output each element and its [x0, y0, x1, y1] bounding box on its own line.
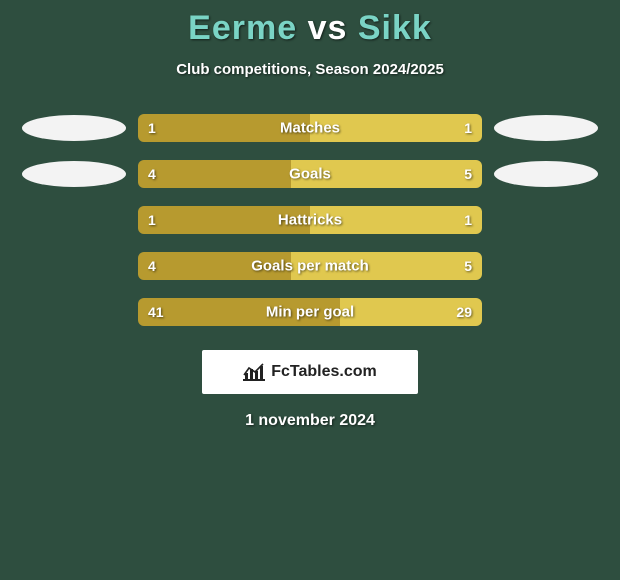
- player2-marker: [494, 161, 598, 187]
- stat-bar: Hattricks11: [138, 206, 482, 234]
- player1-marker: [22, 161, 126, 187]
- bar-segment-left: [138, 114, 310, 142]
- chart-icon: [243, 363, 265, 381]
- comparison-card: Eerme vs Sikk Club competitions, Season …: [0, 0, 620, 430]
- page-title: Eerme vs Sikk: [0, 8, 620, 49]
- bar-segment-right: [291, 252, 482, 280]
- stat-row: Hattricks11: [0, 206, 620, 234]
- stat-bar: Matches11: [138, 114, 482, 142]
- brand-text: FcTables.com: [271, 363, 377, 381]
- bar-segment-left: [138, 160, 291, 188]
- stat-row: Goals45: [0, 160, 620, 188]
- bar-segment-right: [340, 298, 482, 326]
- subtitle: Club competitions, Season 2024/2025: [0, 61, 620, 78]
- vs-label: vs: [308, 9, 348, 47]
- player1-name: Eerme: [188, 9, 297, 47]
- stat-row: Matches11: [0, 114, 620, 142]
- bar-segment-right: [310, 206, 482, 234]
- bar-segment-right: [310, 114, 482, 142]
- stat-row: Goals per match45: [0, 252, 620, 280]
- stat-bar: Goals45: [138, 160, 482, 188]
- player1-marker: [22, 115, 126, 141]
- stats-list: Matches11 Goals45 Hattricks11 Goals per mat…: [0, 114, 620, 326]
- stat-bar: Min per goal4129: [138, 298, 482, 326]
- stat-bar: Goals per match45: [138, 252, 482, 280]
- player2-marker: [494, 115, 598, 141]
- player2-name: Sikk: [358, 9, 432, 47]
- bar-segment-left: [138, 252, 291, 280]
- bar-segment-left: [138, 298, 340, 326]
- bar-segment-left: [138, 206, 310, 234]
- bar-segment-right: [291, 160, 482, 188]
- date-label: 1 november 2024: [0, 412, 620, 430]
- brand-badge: FcTables.com: [202, 350, 418, 394]
- stat-row: Min per goal4129: [0, 298, 620, 326]
